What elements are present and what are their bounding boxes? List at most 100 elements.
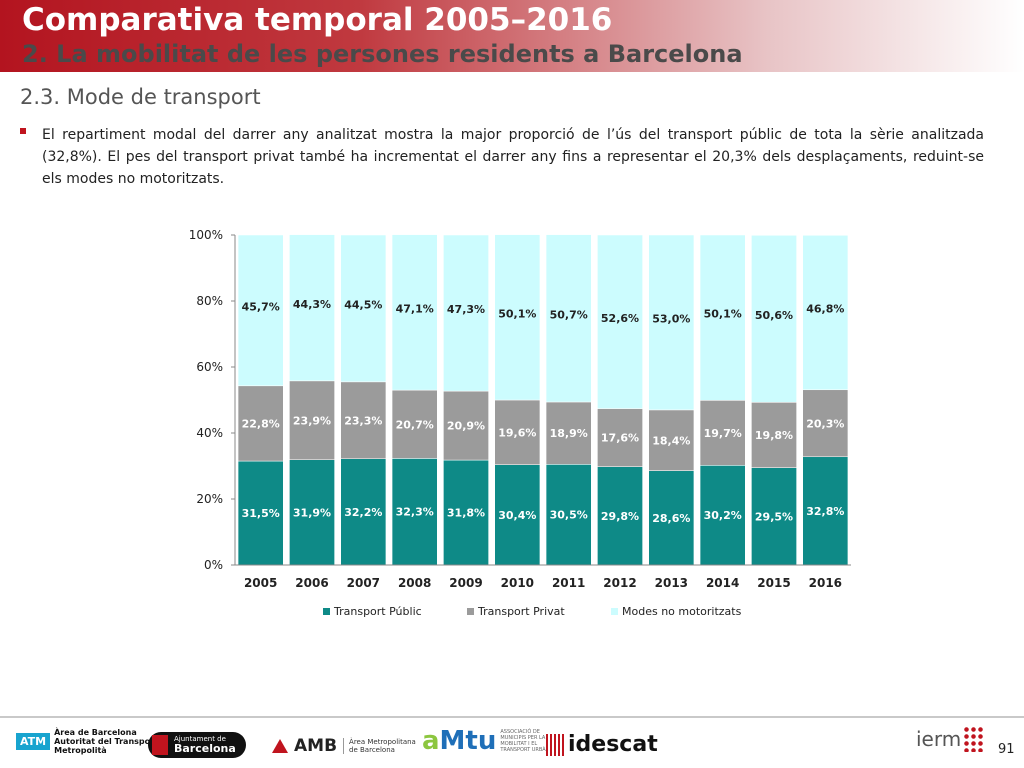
data-label: 47,3% xyxy=(447,303,485,316)
data-label: 52,6% xyxy=(601,312,639,325)
modal-split-chart: 0% 20% 40% 60% 80% 100% 31,5% 22,8% 45,7% 2005 31,… xyxy=(189,228,851,618)
amb-triangle-icon xyxy=(272,739,288,753)
idescat-logo: idescat xyxy=(546,732,658,757)
data-label: 44,5% xyxy=(344,298,382,311)
bullet-paragraph: El repartiment modal del darrer any anal… xyxy=(20,124,984,190)
amb-sub-2: de Barcelona xyxy=(349,746,395,754)
legend-label: Modes no motoritzats xyxy=(622,605,742,618)
bar-segment xyxy=(289,459,335,566)
ierm-logo: ierm xyxy=(916,726,986,752)
y-tick-label: 100% xyxy=(189,228,223,242)
idescat-text: idescat xyxy=(568,732,658,757)
legend-label: Transport Privat xyxy=(477,605,565,618)
data-label: 18,9% xyxy=(550,427,588,440)
bar-segment xyxy=(699,400,746,466)
data-label: 50,1% xyxy=(498,307,536,320)
data-label: 30,4% xyxy=(498,509,536,522)
data-label: 50,6% xyxy=(755,309,793,322)
bar-segment xyxy=(648,234,695,411)
atm-line-1: Àrea de Barcelona xyxy=(54,728,137,737)
bar-segment xyxy=(289,380,335,460)
legend-swatch xyxy=(611,608,618,615)
x-tick-label: 2009 xyxy=(449,576,482,590)
amtu-tu: tu xyxy=(465,726,497,756)
data-label: 45,7% xyxy=(242,300,280,313)
bar-segment xyxy=(699,465,746,566)
bar-segment xyxy=(289,234,335,382)
x-tick-label: 2007 xyxy=(347,576,380,590)
data-label: 19,8% xyxy=(755,429,793,442)
bar-segment xyxy=(340,381,387,459)
data-label: 19,7% xyxy=(704,427,742,440)
data-label: 20,7% xyxy=(396,418,434,431)
amtu-logo: aMtu ASSOCIACIÓ DE MUNICIPIS PER LA MOBI… xyxy=(422,726,548,756)
data-label: 32,8% xyxy=(806,505,844,518)
ierm-dots-icon xyxy=(963,726,986,752)
idescat-stripes-icon xyxy=(546,733,564,756)
bar-segment xyxy=(751,235,797,403)
x-tick-label: 2014 xyxy=(706,576,739,590)
data-label: 30,2% xyxy=(704,509,742,522)
atm-badge: ATM xyxy=(16,733,51,750)
x-tick-label: 2005 xyxy=(244,576,277,590)
data-label: 31,5% xyxy=(242,507,280,520)
bar-segment xyxy=(340,458,387,566)
data-label: 29,8% xyxy=(601,510,639,523)
data-label: 44,3% xyxy=(293,298,331,311)
legend-label: Transport Públic xyxy=(333,605,422,618)
bar-segment xyxy=(494,464,541,566)
x-tick-label: 2008 xyxy=(398,576,431,590)
x-tick-label: 2016 xyxy=(809,576,842,590)
bar-segment xyxy=(699,234,746,401)
x-tick-label: 2015 xyxy=(757,576,790,590)
legend-swatch xyxy=(323,608,330,615)
x-tick-label: 2006 xyxy=(295,576,328,590)
data-label: 32,3% xyxy=(396,506,434,519)
amtu-a: a xyxy=(422,726,440,756)
x-tick-label: 2012 xyxy=(603,576,636,590)
data-label: 17,6% xyxy=(601,432,639,445)
bar-segment xyxy=(494,399,541,465)
atm-line-3: Metropolità xyxy=(54,746,107,755)
y-tick-label: 20% xyxy=(196,492,223,506)
bar-segment xyxy=(340,234,387,383)
x-tick-label: 2011 xyxy=(552,576,585,590)
data-label: 23,3% xyxy=(344,414,382,427)
bar-segment xyxy=(494,234,541,401)
data-label: 19,6% xyxy=(498,426,536,439)
footer-divider xyxy=(0,716,1024,718)
page-number: 91 xyxy=(998,742,1015,757)
bar-segment xyxy=(391,458,438,566)
amb-text: AMB xyxy=(294,736,338,756)
page-subtitle: 2. La mobilitat de les persones resident… xyxy=(22,40,743,68)
bar-segment xyxy=(802,389,849,458)
bar-segment xyxy=(545,234,592,403)
bar-segment xyxy=(545,464,592,566)
footer-logos: ATM Àrea de Barcelona Autoritat del Tran… xyxy=(0,722,1024,768)
legend-swatch xyxy=(467,608,474,615)
bar-segment xyxy=(648,470,695,566)
data-label: 30,5% xyxy=(550,509,588,522)
data-label: 23,9% xyxy=(293,414,331,427)
bar-segment xyxy=(391,234,438,391)
ajuntament-barcelona-logo: Ajuntament de Barcelona xyxy=(148,732,246,758)
data-label: 50,7% xyxy=(550,308,588,321)
page-title: Comparativa temporal 2005–2016 xyxy=(22,2,613,38)
bar-segment xyxy=(443,459,489,566)
section-title: 2.3. Mode de transport xyxy=(20,85,261,109)
atm-logo: ATM Àrea de Barcelona Autoritat del Tran… xyxy=(16,728,158,755)
data-label: 31,8% xyxy=(447,507,485,520)
bar-segment xyxy=(391,389,438,459)
data-label: 31,9% xyxy=(293,506,331,519)
bar-segment xyxy=(597,408,643,467)
atm-line-2: Autoritat del Transport xyxy=(54,737,158,746)
bar-segment xyxy=(237,234,284,387)
bar-segment xyxy=(237,385,284,462)
bullet-square-icon xyxy=(20,128,26,134)
data-label: 32,2% xyxy=(344,506,382,519)
data-label: 50,1% xyxy=(704,308,742,321)
y-tick-label: 40% xyxy=(196,426,223,440)
bar-segment xyxy=(597,466,643,566)
amtu-m: M xyxy=(439,726,466,756)
x-tick-label: 2010 xyxy=(501,576,534,590)
